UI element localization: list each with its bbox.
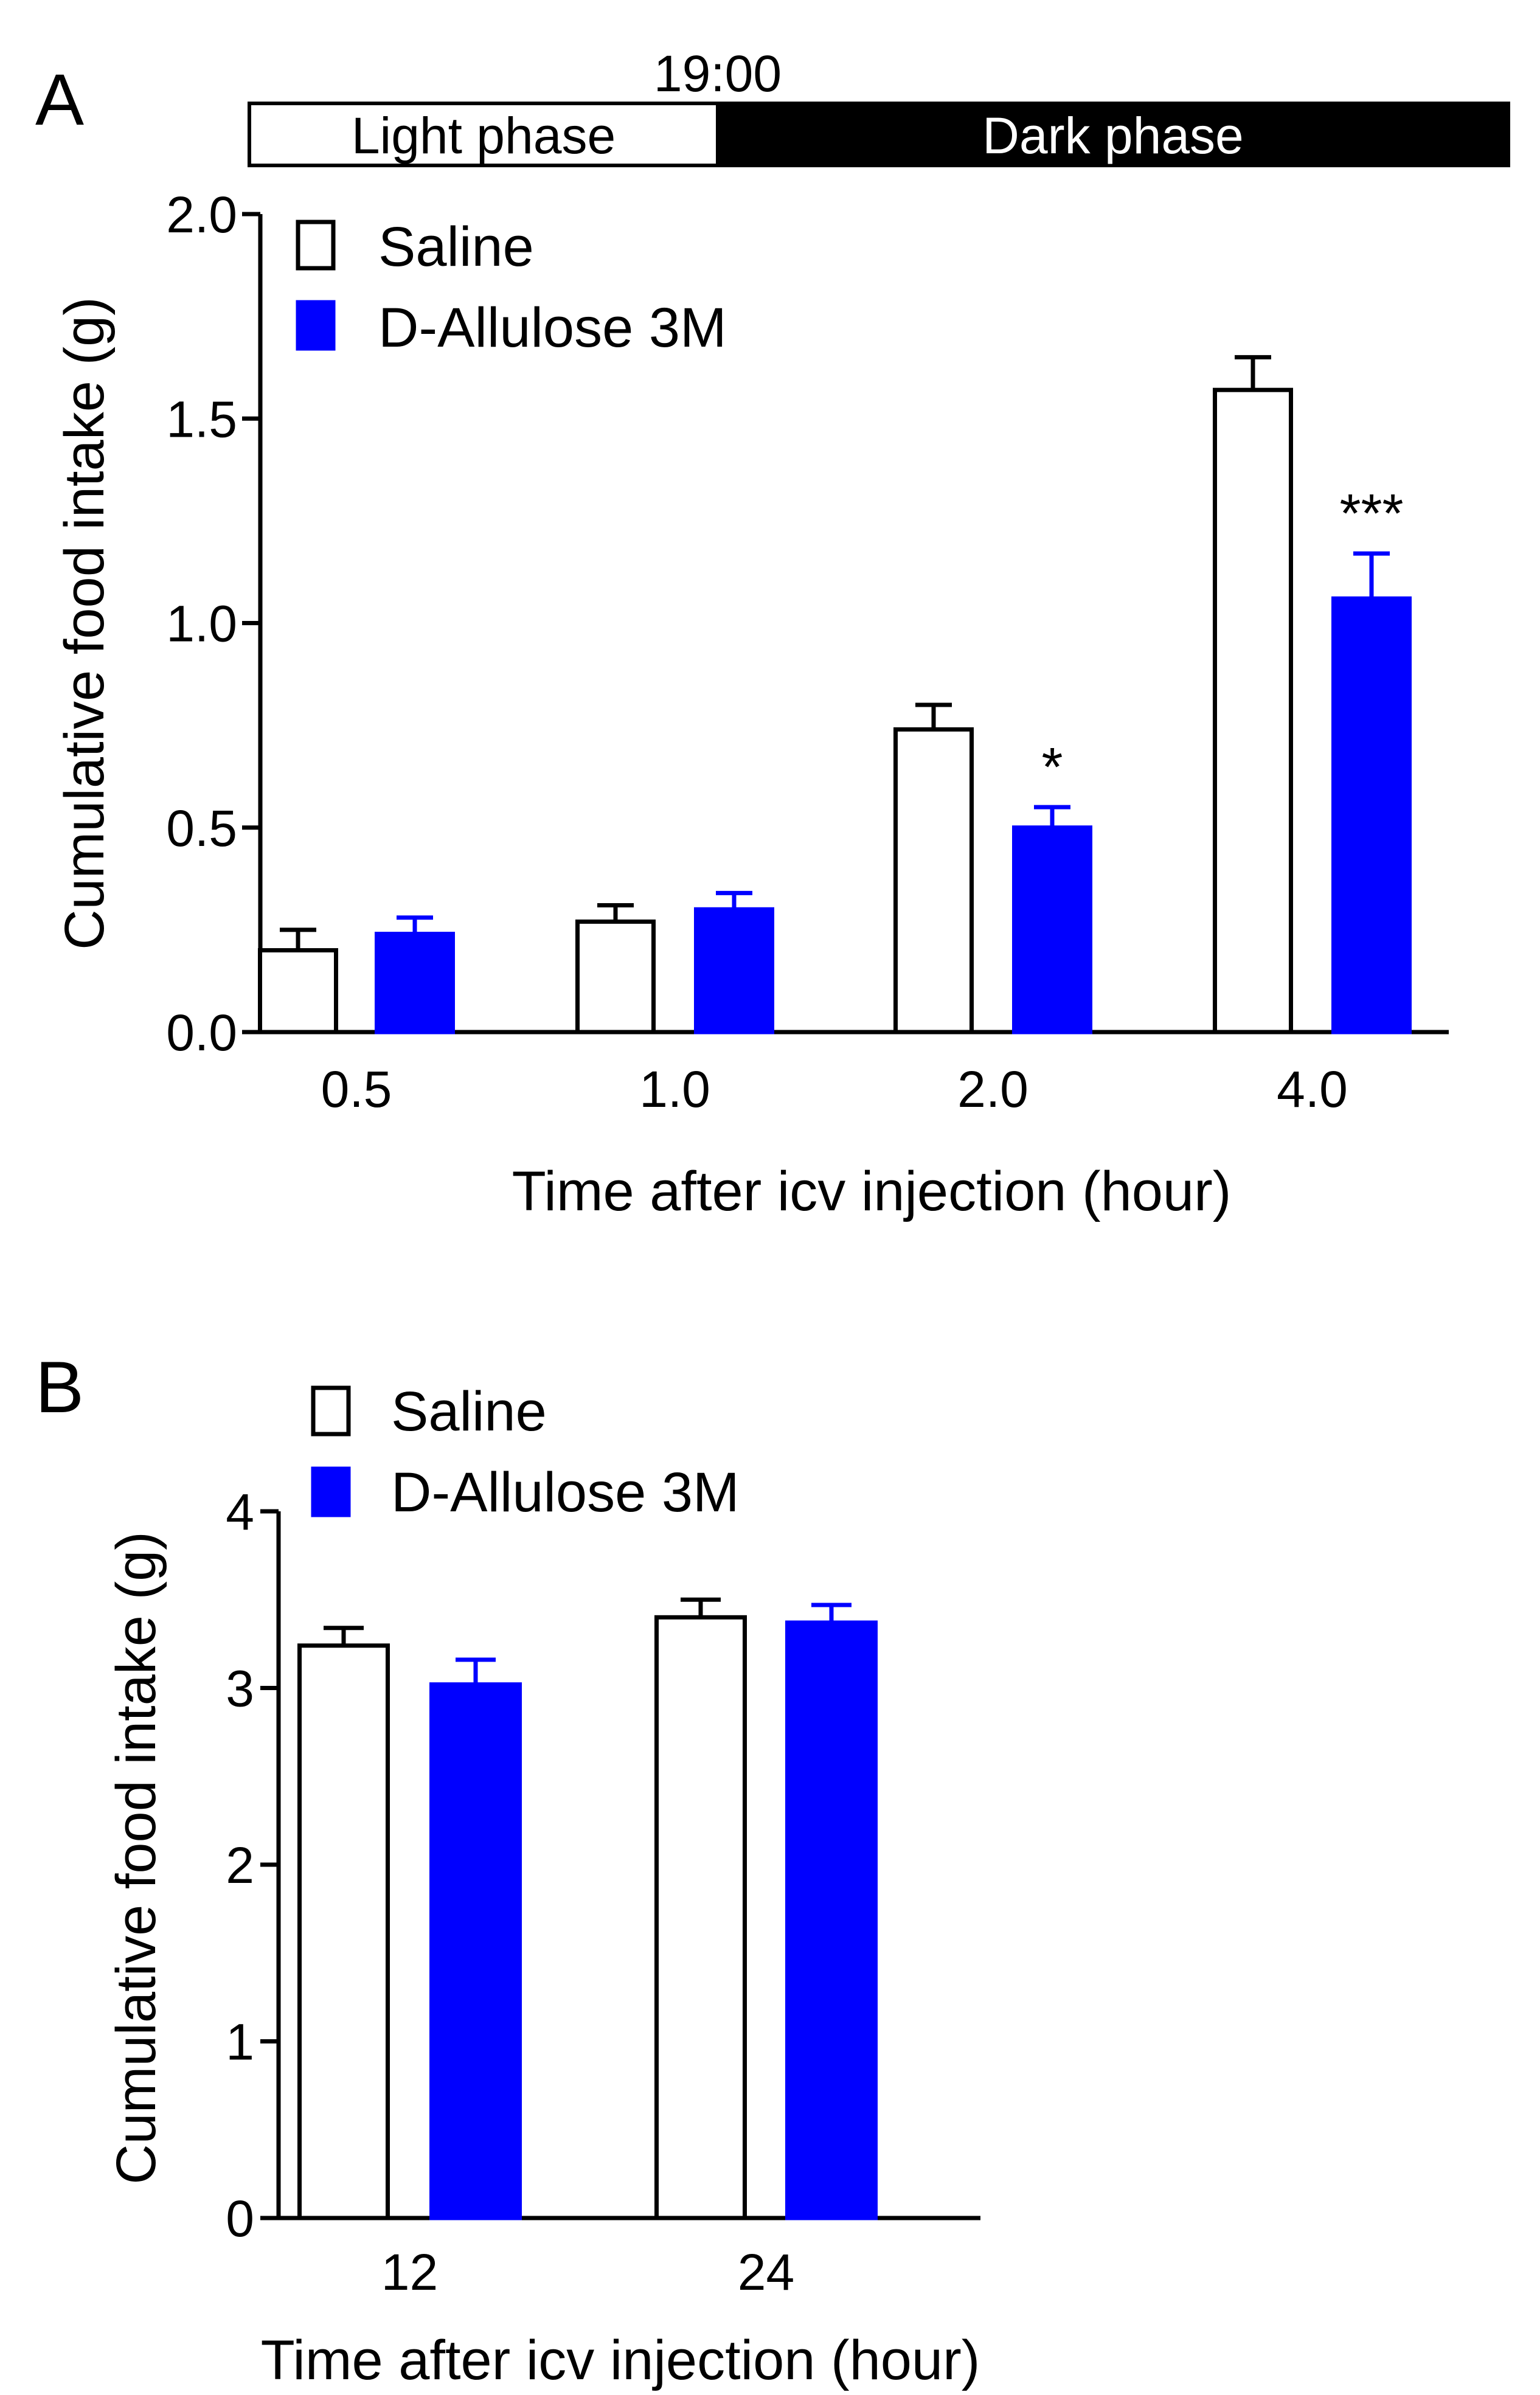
significance-a: **** bbox=[1041, 484, 1403, 798]
y-tick-label-a-4: 2.0 bbox=[166, 186, 237, 243]
dark-phase-box bbox=[716, 102, 1510, 167]
bar-a-allulose-2 bbox=[1012, 825, 1092, 1035]
y-tick-label-a-3: 1.5 bbox=[166, 390, 237, 448]
y-tick-label-b-4: 4 bbox=[226, 1483, 254, 1541]
legend-b-allulose-label: D-Allulose 3M bbox=[391, 1461, 740, 1523]
phase-time-label: 19:00 bbox=[654, 45, 782, 102]
y-axis-label-a: Cumulative food intake (g) bbox=[54, 297, 116, 950]
legend-a-saline-swatch bbox=[296, 220, 336, 271]
light-phase-label: Light phase bbox=[352, 107, 616, 164]
legend-b-allulose-swatch bbox=[311, 1466, 351, 1517]
x-ticks-b: 12 24 bbox=[381, 2244, 794, 2301]
x-tick-label-a-0: 0.5 bbox=[321, 1061, 392, 1118]
legend-a-allulose-label: D-Allulose 3M bbox=[378, 297, 727, 359]
light-phase-box bbox=[248, 102, 720, 167]
bar-a-allulose-3 bbox=[1331, 596, 1412, 1035]
y-tick-label-b-3: 3 bbox=[226, 1660, 254, 1717]
panel-a-label: A bbox=[35, 59, 84, 140]
legend-b-saline-swatch bbox=[311, 1385, 351, 1437]
x-axis-label-b: Time after icv injection (hour) bbox=[261, 2329, 980, 2391]
x-tick-label-a-3: 4.0 bbox=[1277, 1061, 1348, 1118]
x-tick-label-b-1: 24 bbox=[738, 2244, 794, 2301]
bar-a-saline-2 bbox=[893, 727, 974, 1035]
x-tick-label-a-1: 1.0 bbox=[639, 1061, 710, 1118]
y-tick-label-b-2: 2 bbox=[226, 1837, 254, 1894]
bar-b-saline-0 bbox=[297, 1643, 390, 2220]
bar-b-saline-1 bbox=[654, 1615, 747, 2220]
y-tick-label-b-0: 0 bbox=[226, 2190, 254, 2247]
x-tick-label-a-2: 2.0 bbox=[957, 1061, 1028, 1118]
y-tick-label-a-0: 0.0 bbox=[166, 1004, 237, 1061]
bar-a-saline-0 bbox=[258, 948, 338, 1035]
phase-bar: Light phase Dark phase 19:00 bbox=[248, 45, 1510, 167]
x-axis-label-a: Time after icv injection (hour) bbox=[512, 1160, 1232, 1222]
legend-a: Saline D-Allulose 3M bbox=[296, 216, 727, 359]
x-tick-label-b-0: 12 bbox=[381, 2244, 438, 2301]
bars-a bbox=[258, 355, 1412, 1035]
bar-a-allulose-1 bbox=[694, 907, 774, 1035]
legend-b: Saline D-Allulose 3M bbox=[311, 1381, 740, 1523]
panel-b-label: B bbox=[35, 1347, 84, 1428]
dark-phase-label: Dark phase bbox=[982, 107, 1244, 164]
bar-b-allulose-0 bbox=[429, 1682, 522, 2220]
y-tick-label-b-1: 1 bbox=[226, 2014, 254, 2071]
significance-marker-a-2: * bbox=[1041, 737, 1063, 798]
y-axis-label-b: Cumulative food intake (g) bbox=[105, 1531, 167, 2185]
bar-a-saline-3 bbox=[1213, 387, 1293, 1035]
y-tick-label-a-1: 0.5 bbox=[166, 800, 237, 857]
legend-a-allulose-swatch bbox=[296, 300, 336, 351]
bars-b bbox=[297, 1597, 878, 2220]
panel-a: A Light phase Dark phase 19:00 Saline D-… bbox=[35, 45, 1510, 1222]
legend-a-saline-label: Saline bbox=[378, 216, 534, 278]
y-ticks-b: 0 1 2 3 4 bbox=[226, 1483, 279, 2247]
x-ticks-a: 0.5 1.0 2.0 4.0 bbox=[321, 1061, 1348, 1118]
bar-b-allulose-1 bbox=[785, 1620, 878, 2220]
bar-a-saline-1 bbox=[575, 919, 656, 1035]
legend-b-saline-label: Saline bbox=[391, 1381, 547, 1443]
y-tick-label-a-2: 1.0 bbox=[166, 595, 237, 653]
y-ticks-a: 0.0 0.5 1.0 1.5 2.0 bbox=[166, 186, 260, 1061]
significance-marker-a-3: *** bbox=[1339, 484, 1403, 544]
bar-a-allulose-0 bbox=[375, 932, 455, 1035]
